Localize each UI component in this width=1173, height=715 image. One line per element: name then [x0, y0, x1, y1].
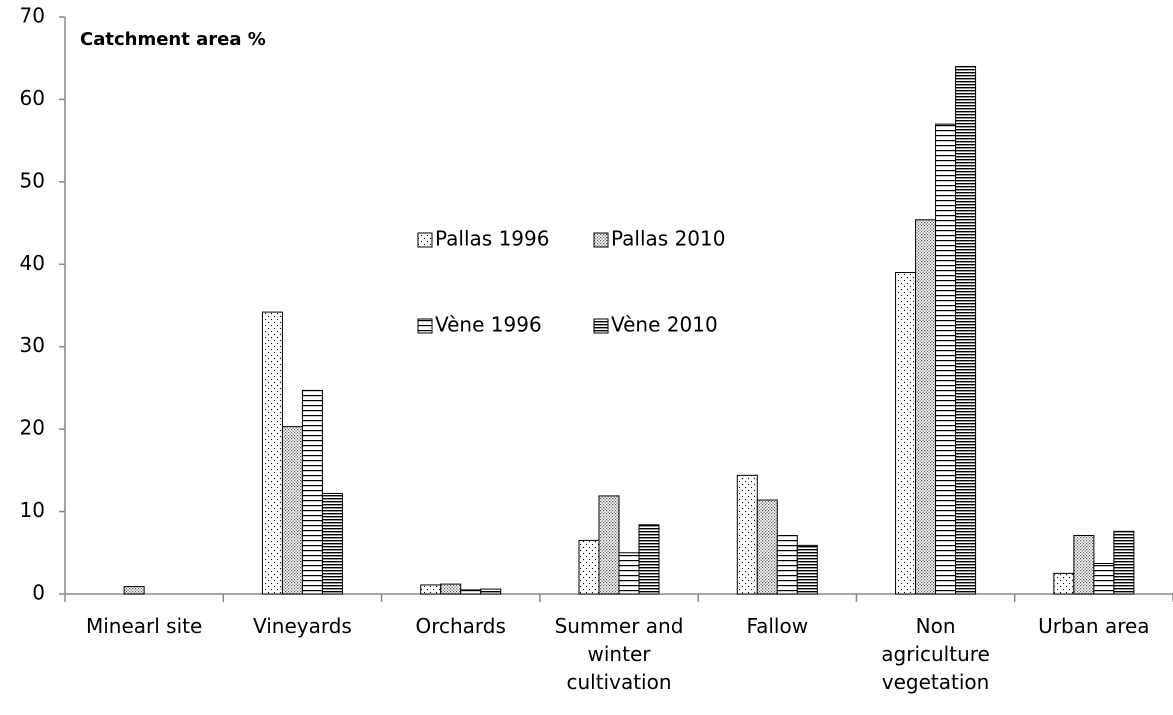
legend-swatch [593, 318, 609, 334]
y-tick-label: 50 [20, 168, 45, 192]
y-tick-label: 40 [20, 251, 45, 275]
legend-label: Pallas 1996 [435, 227, 549, 251]
bar [776, 534, 798, 595]
bar [321, 492, 343, 595]
bar [261, 311, 283, 595]
x-tick-label: Orchards [415, 614, 506, 638]
bar [440, 583, 462, 595]
legend-label: Vène 1996 [435, 313, 542, 337]
x-tick-label: Minearl site [85, 614, 203, 638]
bar [1073, 534, 1095, 595]
bar [1113, 530, 1135, 595]
legend-swatch [593, 232, 609, 248]
bar [756, 499, 778, 595]
x-tick-label: Vineyards [252, 614, 352, 638]
legend-label: Vène 2010 [611, 313, 718, 337]
bar [895, 272, 917, 595]
bar [123, 586, 145, 595]
bar [736, 474, 758, 595]
legend-swatch [417, 318, 433, 334]
bar [1053, 572, 1075, 595]
x-tick-label: Fallow [746, 614, 809, 638]
bar [935, 123, 957, 595]
bar [618, 552, 640, 595]
bar [480, 588, 502, 595]
bar [955, 65, 977, 595]
x-tick-label: Summer and winter cultivation [554, 614, 684, 694]
y-tick-label: 10 [20, 498, 45, 522]
bar [281, 426, 303, 595]
bar [460, 589, 482, 595]
bar [301, 389, 323, 595]
legend-swatch [417, 232, 433, 248]
y-tick-label: 20 [20, 416, 45, 440]
bar [1093, 563, 1115, 595]
y-tick-label: 60 [20, 86, 45, 110]
chart-title: Catchment area % [80, 29, 266, 50]
bar [578, 539, 600, 595]
y-tick-label: 70 [20, 4, 45, 28]
x-tick-label: Urban area [1038, 614, 1150, 638]
bar [915, 219, 937, 595]
bar [796, 544, 818, 595]
bar [420, 584, 442, 595]
bar [638, 524, 660, 595]
legend-label: Pallas 2010 [611, 227, 725, 251]
bar [598, 495, 620, 595]
y-tick-label: 30 [20, 333, 45, 357]
y-tick-label: 0 [32, 581, 45, 605]
x-tick-label: Non agriculture vegetation [881, 614, 990, 694]
